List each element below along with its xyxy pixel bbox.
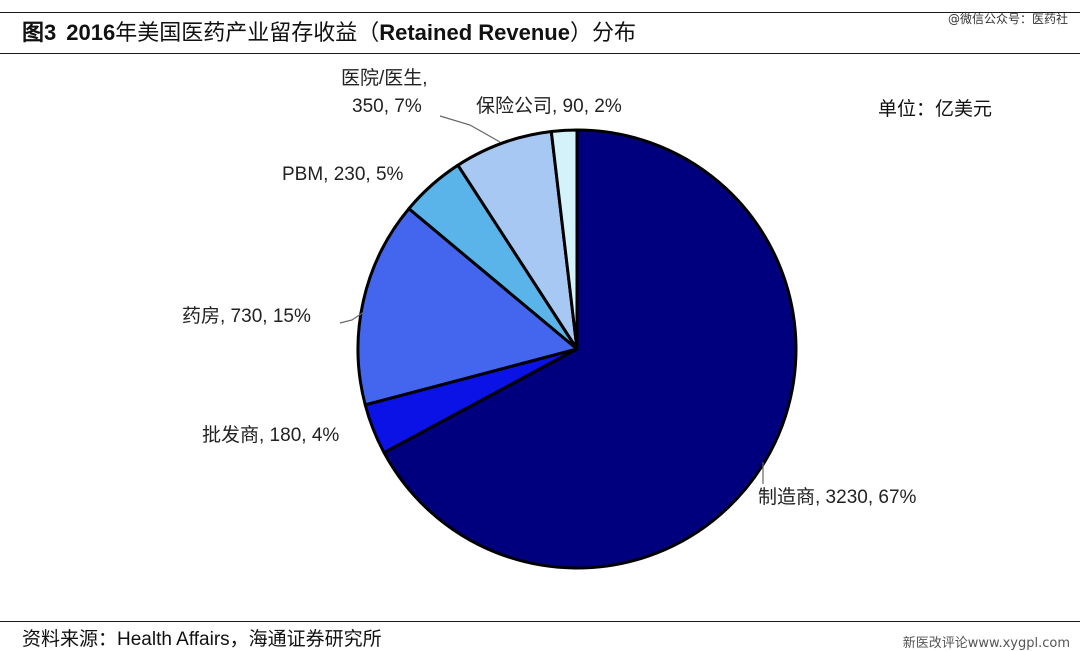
- source-note: 资料来源：Health Affairs，海通证券研究所: [22, 624, 382, 651]
- label-hospital-line1: 医院/医生,: [341, 67, 428, 89]
- chart-title: 图3 2016年美国医药产业留存收益（Retained Revenue）分布: [22, 18, 636, 49]
- pie-chart: 制造商, 3230, 67% 批发商, 180, 4% 药房, 730, 15%…: [182, 67, 917, 570]
- label-pbm: PBM, 230, 5%: [282, 164, 404, 185]
- footer-rule: [0, 621, 1080, 622]
- site-credit: 新医改评论www.xygpl.com: [902, 636, 1070, 651]
- label-insurer: 保险公司, 90, 2%: [476, 95, 622, 117]
- label-hospital-line2: 350, 7%: [352, 96, 422, 117]
- slice-insurer: [549, 128, 579, 351]
- label-pharmacy: 药房, 730, 15%: [182, 305, 311, 327]
- slice-manufacturer: [382, 128, 798, 570]
- title-cn: 年美国医药产业留存收益（: [115, 21, 380, 46]
- figure-number: 图3: [22, 20, 57, 45]
- label-manufacturer: 制造商, 3230, 67%: [758, 486, 917, 508]
- unit-label: 单位：亿美元: [878, 98, 993, 120]
- leader-pharmacy: [339, 311, 365, 324]
- source-publisher: Health Affairs: [117, 629, 230, 650]
- title-year: 2016: [66, 20, 116, 45]
- label-wholesaler: 批发商, 180, 4%: [202, 424, 339, 446]
- slice-labels: 制造商, 3230, 67% 批发商, 180, 4% 药房, 730, 15%…: [182, 67, 917, 508]
- top-rule: [0, 12, 1080, 13]
- watermark-text: @微信公众号：医药社: [947, 12, 1068, 26]
- source-prefix: 资料来源：: [22, 628, 118, 650]
- title-en: Retained Revenue: [379, 20, 570, 45]
- pie-slices: [356, 128, 798, 570]
- slice-pharmacy: [356, 207, 579, 407]
- title-end: ）分布: [569, 21, 636, 46]
- label-leader-lines: [339, 115, 764, 484]
- leader-hospital: [439, 115, 501, 143]
- source-suffix: ，海通证券研究所: [229, 628, 382, 650]
- slice-hospital: [456, 130, 579, 351]
- header-rule: [0, 53, 1080, 54]
